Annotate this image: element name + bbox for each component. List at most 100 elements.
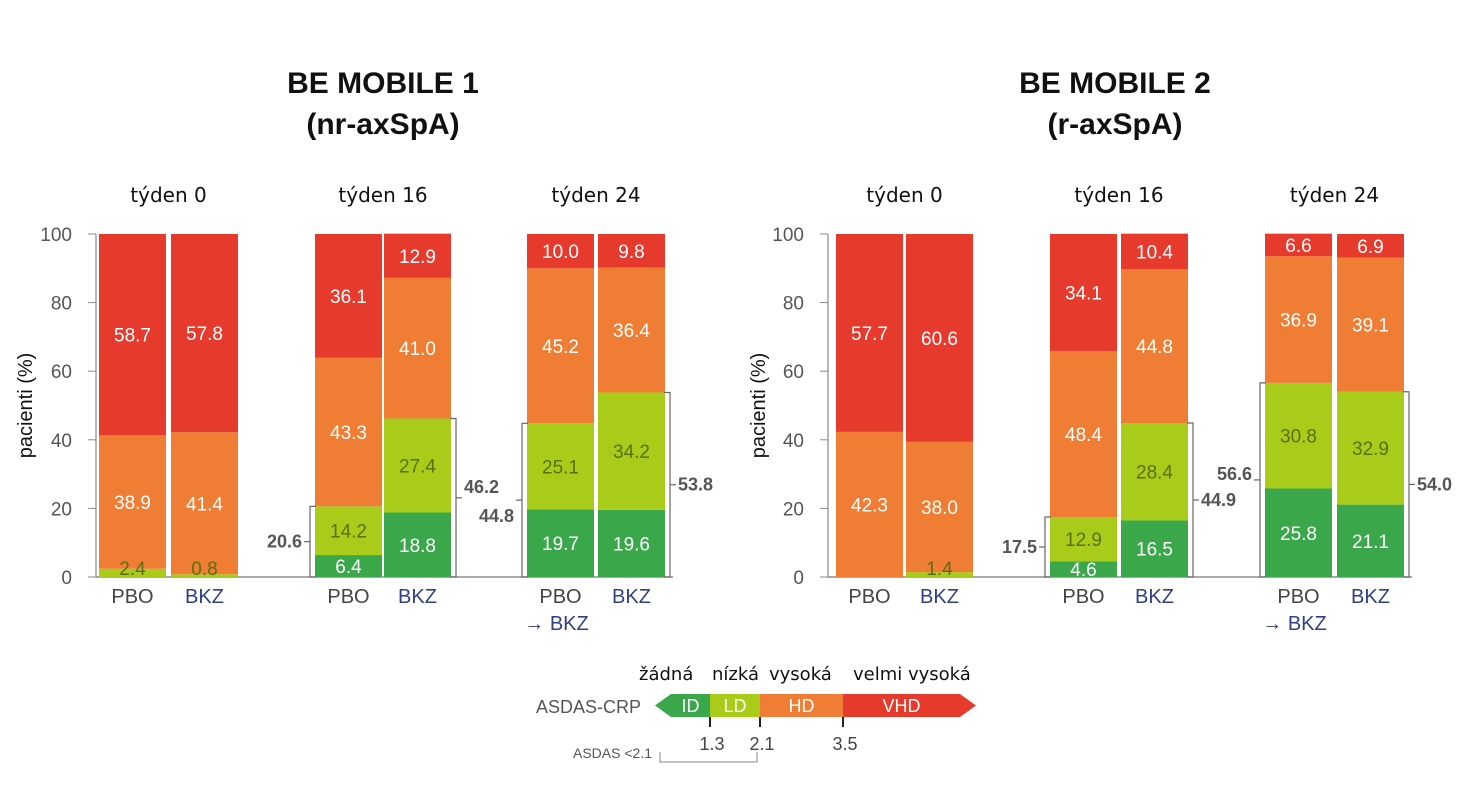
legend-category-code: ID bbox=[682, 696, 700, 716]
x-category-label: PBO bbox=[848, 586, 890, 608]
data-label: 36.9 bbox=[1280, 311, 1317, 332]
bracket-label: 20.6 bbox=[267, 532, 302, 552]
data-label: 60.6 bbox=[921, 329, 958, 350]
bracket-label: 56.6 bbox=[1217, 464, 1252, 484]
week-label: týden 24 bbox=[1290, 183, 1379, 207]
chart-title: BE MOBILE 1 bbox=[287, 67, 479, 100]
data-label: 6.9 bbox=[1357, 237, 1383, 258]
legend-threshold-label: 2.1 bbox=[749, 734, 774, 754]
legend-note: ASDAS <2.1 bbox=[573, 745, 652, 761]
data-label: 30.8 bbox=[1280, 427, 1317, 448]
chart-subtitle: (nr-axSpA) bbox=[306, 108, 459, 141]
bar-segment-vhd bbox=[384, 233, 451, 278]
bracket-label: 46.2 bbox=[464, 477, 499, 497]
y-tick-label: 80 bbox=[51, 294, 72, 315]
data-label: 39.1 bbox=[1352, 316, 1389, 337]
bar-segment-hd bbox=[1050, 350, 1117, 517]
bar-segment-vhd bbox=[1337, 234, 1404, 258]
x-category-label: BKZ bbox=[1351, 586, 1390, 608]
data-label: 27.4 bbox=[399, 457, 436, 478]
bracket-label: 44.8 bbox=[479, 506, 514, 526]
data-label: 21.1 bbox=[1352, 532, 1389, 553]
bar-segment-id bbox=[1050, 561, 1117, 577]
data-label: 6.6 bbox=[1285, 236, 1311, 257]
data-label: 36.1 bbox=[330, 287, 367, 308]
bar-segment-vhd bbox=[906, 234, 973, 442]
bar-segment-hd bbox=[527, 268, 594, 424]
bracket-label: 44.9 bbox=[1201, 490, 1236, 510]
data-label: 4.6 bbox=[1070, 560, 1096, 581]
legend-category-code: VHD bbox=[882, 696, 920, 716]
data-label: 41.4 bbox=[186, 494, 223, 515]
legend-swatch-id bbox=[671, 694, 710, 717]
bar-segment-ld bbox=[384, 418, 451, 513]
x-category-label: BKZ bbox=[185, 586, 224, 608]
data-label: 9.8 bbox=[618, 242, 644, 263]
data-label: 19.7 bbox=[542, 534, 579, 555]
data-label: 36.4 bbox=[613, 321, 650, 342]
legend-category-heading: velmi vysoká bbox=[853, 664, 971, 685]
x-category-label: BKZ bbox=[920, 586, 959, 608]
data-label: 32.9 bbox=[1352, 439, 1389, 460]
chart-title: BE MOBILE 2 bbox=[1019, 67, 1211, 100]
bar-segment-vhd bbox=[1265, 233, 1332, 257]
data-label: 45.2 bbox=[542, 337, 579, 358]
week-label: týden 0 bbox=[866, 183, 942, 207]
data-label: 2.4 bbox=[119, 559, 146, 580]
bar-segment-ld bbox=[598, 392, 665, 510]
bar-segment-vhd bbox=[171, 234, 238, 433]
data-label: 25.8 bbox=[1280, 524, 1317, 545]
y-axis-label: pacienti (%) bbox=[15, 353, 37, 459]
bar-segment-vhd bbox=[315, 234, 382, 358]
legend-threshold-label: 1.3 bbox=[699, 734, 724, 754]
bar-segment-vhd bbox=[1121, 233, 1188, 270]
data-label: 0.8 bbox=[191, 559, 217, 580]
y-tick-label: 100 bbox=[40, 225, 72, 246]
bar-segment-id bbox=[1337, 504, 1404, 577]
data-label: 12.9 bbox=[399, 247, 436, 268]
bar-segment-vhd bbox=[99, 234, 166, 436]
y-tick-label: 0 bbox=[793, 568, 804, 589]
data-label: 41.0 bbox=[399, 339, 436, 360]
y-tick-label: 60 bbox=[51, 362, 72, 383]
legend-category-heading: vysoká bbox=[769, 664, 832, 685]
x-category-label: BKZ bbox=[398, 586, 437, 608]
legend-category-heading: nízká bbox=[712, 664, 759, 685]
bar-segment-ld bbox=[171, 574, 238, 577]
legend-category-code: LD bbox=[723, 696, 746, 716]
x-category-label: → BKZ bbox=[524, 613, 588, 635]
x-category-label: PBO bbox=[1277, 586, 1319, 608]
bar-segment-ld bbox=[99, 568, 166, 577]
data-label: 1.4 bbox=[926, 559, 953, 580]
y-tick-label: 20 bbox=[51, 499, 72, 520]
bar-segment-hd bbox=[906, 441, 973, 573]
bar-segment-hd bbox=[1265, 256, 1332, 383]
x-category-label: PBO bbox=[539, 586, 581, 608]
legend-category-heading: žádná bbox=[639, 664, 693, 685]
data-label: 48.4 bbox=[1065, 425, 1102, 446]
legend-title: ASDAS-CRP bbox=[536, 697, 641, 717]
bar-segment-ld bbox=[1337, 391, 1404, 505]
bar-segment-id bbox=[1121, 520, 1188, 577]
bar-segment-vhd bbox=[1050, 234, 1117, 351]
data-label: 38.9 bbox=[114, 493, 151, 514]
data-label: 34.1 bbox=[1065, 283, 1102, 304]
data-label: 14.2 bbox=[330, 522, 367, 543]
bar-segment-ld bbox=[1050, 516, 1117, 562]
chart-subtitle: (r-axSpA) bbox=[1047, 108, 1182, 141]
week-label: týden 16 bbox=[1074, 183, 1163, 207]
data-label: 6.4 bbox=[335, 557, 362, 578]
y-tick-label: 60 bbox=[783, 362, 804, 383]
bar-segment-hd bbox=[171, 432, 238, 575]
bar-segment-id bbox=[598, 509, 665, 577]
y-tick-label: 40 bbox=[783, 431, 804, 452]
bar-segment-hd bbox=[836, 431, 903, 577]
bar-segment-vhd bbox=[836, 234, 903, 432]
y-tick-label: 80 bbox=[783, 294, 804, 315]
data-label: 12.9 bbox=[1065, 530, 1102, 551]
legend-arrow-right bbox=[960, 694, 976, 717]
x-category-label: BKZ bbox=[1135, 586, 1174, 608]
x-category-label: BKZ bbox=[612, 586, 651, 608]
y-tick-label: 100 bbox=[772, 225, 804, 246]
